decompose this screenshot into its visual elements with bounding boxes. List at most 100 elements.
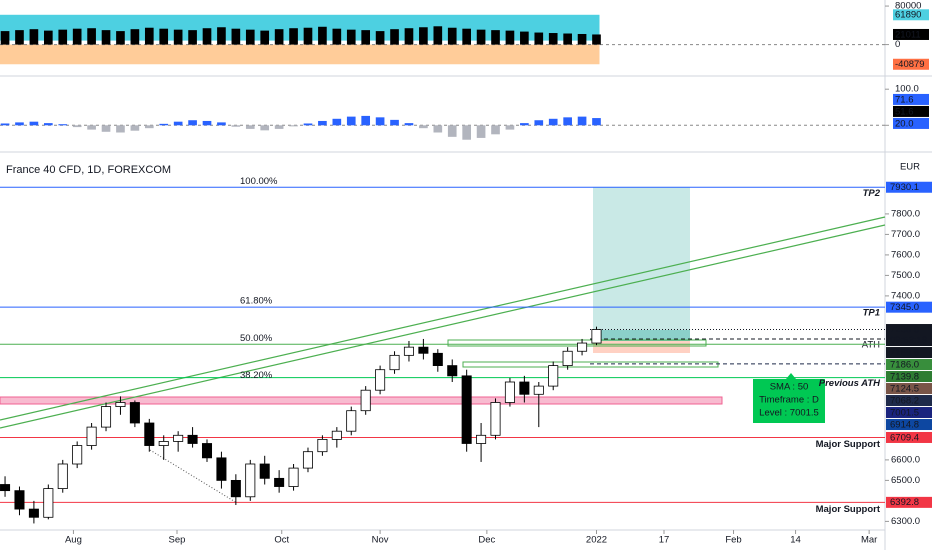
value-label: 21011 [895, 29, 921, 40]
candle-body [447, 365, 458, 377]
candle-body [144, 422, 155, 446]
price-label: 6392.8 [890, 497, 919, 508]
indicator-bar [577, 33, 587, 45]
level-note: TP1 [863, 308, 880, 319]
indicator-bar [72, 28, 82, 45]
tooltip-box [753, 379, 825, 423]
indicator-bar [29, 121, 39, 126]
indicator-bar [505, 30, 515, 45]
value-label: -40879 [895, 59, 925, 70]
candle-body [201, 443, 213, 459]
value-label: 61890 [895, 10, 921, 21]
x-tick-label: 17 [659, 535, 670, 546]
fib-label: 50.00% [240, 333, 273, 344]
indicator-bar [43, 30, 53, 45]
indicator-bar [245, 29, 255, 45]
candle-body [403, 346, 414, 356]
candle-body [562, 350, 573, 367]
support-box [462, 361, 719, 368]
indicator-bar [390, 29, 399, 45]
indicator-bar [548, 33, 558, 45]
value-label: 71.6 [895, 94, 914, 105]
indicator-bar [419, 125, 428, 129]
price-label: 7189.8 [890, 347, 919, 358]
indicator-bar [231, 125, 241, 127]
value-label-bg [893, 58, 929, 70]
level-note: Major Support [816, 504, 881, 515]
indicator-bar [361, 115, 371, 126]
candle-body [28, 508, 39, 518]
candle-body [158, 441, 169, 446]
price-label: 7345.0 [890, 302, 919, 313]
candle-body [461, 375, 472, 444]
candle-body [533, 385, 544, 395]
candle-body [519, 381, 530, 395]
candle-body [0, 484, 11, 492]
indicator-bar [130, 125, 140, 131]
tooltip-text: Timeframe : D [759, 395, 819, 406]
x-tick-label: Feb [725, 535, 741, 546]
indicator-bar [130, 29, 140, 45]
x-tick-label: Dec [478, 535, 495, 546]
y-tick-label: 7500.0 [891, 270, 920, 281]
indicator-bar [375, 31, 385, 45]
indicator-bar [476, 29, 486, 45]
indicator-bar [476, 125, 486, 138]
indicator-bar [361, 30, 371, 45]
candle-body [331, 430, 342, 440]
candle-body [418, 346, 429, 354]
currency: EUR [900, 162, 920, 173]
value-label: 51.6 [895, 106, 914, 117]
candle-body [187, 434, 198, 444]
indicator-bar [404, 123, 414, 126]
indicator-bar [289, 125, 298, 127]
indicator-bar [159, 28, 169, 45]
price-label: 7186.0 [890, 359, 919, 370]
candle-body [288, 467, 299, 487]
chart-title: France 40 CFD, 1D, FOREXCOM [6, 164, 171, 176]
candle-body [504, 381, 515, 403]
indicator-bar [419, 27, 428, 45]
indicator-bar [274, 125, 284, 129]
indicator-bar [548, 118, 558, 126]
indicator-bar [390, 119, 399, 126]
candle-body [216, 457, 227, 481]
indicator-bar [87, 28, 96, 45]
y-tick-label: 0 [895, 39, 900, 50]
candle-body [548, 365, 559, 387]
tooltip-text: Level : 7001.5 [759, 408, 819, 419]
x-tick-label: 2022 [586, 535, 607, 546]
level-note: Previous ATH [819, 378, 881, 389]
price-label: 7124.5 [890, 383, 919, 394]
price-label: 7236.0 [890, 324, 919, 335]
entry-zone [593, 330, 690, 341]
level-note: ATH [862, 340, 880, 351]
indicator-bar [87, 125, 96, 130]
indicator-bar [0, 31, 10, 45]
y-tick-label: 6500.0 [891, 475, 920, 486]
price-label: 6709.4 [890, 432, 919, 443]
price-label-bg [886, 395, 932, 407]
indicator-bar [72, 125, 82, 128]
indicator-bar [173, 121, 183, 126]
indicator-bar [144, 125, 154, 129]
indicator-bar [289, 28, 298, 45]
indicator-bar [375, 117, 385, 126]
channel-line [0, 216, 886, 421]
y-tick-label: 100.0 [895, 84, 919, 95]
candle-body [476, 434, 487, 444]
price-label-bg [886, 419, 932, 431]
indicator-bar [116, 31, 125, 45]
candle-body [302, 451, 313, 469]
stop-zone [593, 341, 690, 353]
tooltip: SMA : 50 Timeframe : D Level : 7001.5 [753, 373, 825, 423]
indicator-bar [144, 27, 154, 45]
candle-body [490, 402, 501, 436]
y-tick-label: 7400.0 [891, 290, 920, 301]
indicator-bar [202, 120, 212, 126]
candle-body [101, 406, 112, 428]
indicator-bar [0, 123, 10, 126]
indicator-bar [433, 125, 443, 133]
band-lower [0, 44, 600, 65]
